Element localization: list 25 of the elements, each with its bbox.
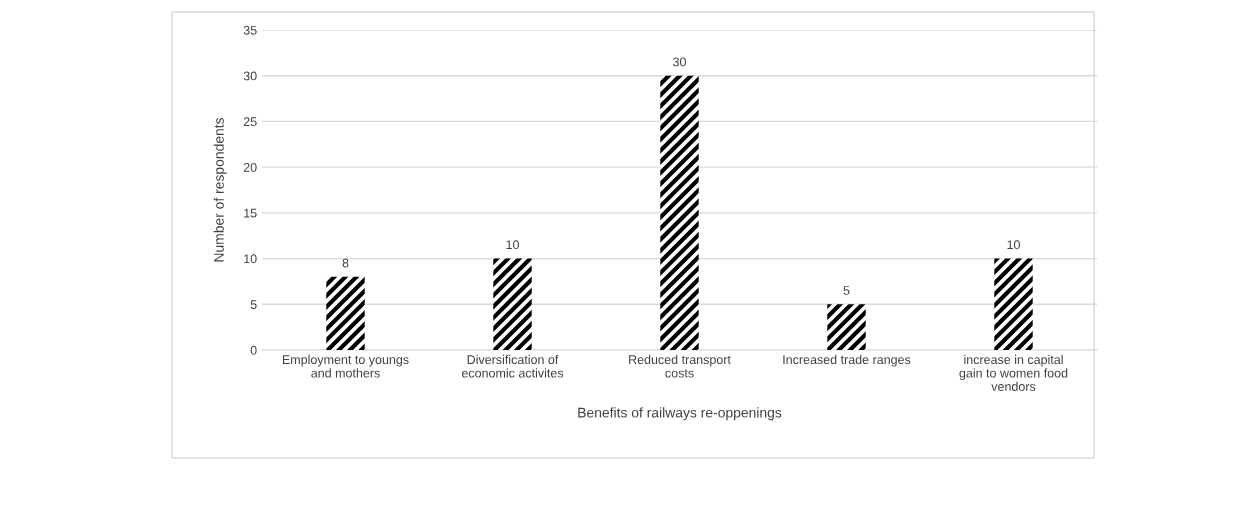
data-label: 30 xyxy=(673,57,686,67)
y-tick-label: 35 xyxy=(243,25,257,35)
bar xyxy=(326,276,365,350)
bar xyxy=(493,258,532,350)
bar xyxy=(994,258,1033,350)
x-tick-label: Increased trade ranges xyxy=(783,354,911,367)
data-label: 8 xyxy=(342,258,349,268)
y-tick-label: 25 xyxy=(243,117,257,127)
y-tick-label: 5 xyxy=(250,300,257,309)
data-label: 5 xyxy=(843,286,850,295)
y-tick-label: 10 xyxy=(244,254,257,264)
bar xyxy=(660,75,699,350)
x-tick-label: Diversification of economic activites xyxy=(461,354,564,378)
x-tick-label: Employment to youngs and mothers xyxy=(282,354,409,378)
x-axis-title: Benefits of railways re-oppenings xyxy=(578,407,782,421)
bar xyxy=(827,304,866,350)
y-axis-title: Number of respondents xyxy=(213,117,227,262)
y-tick-label: 0 xyxy=(250,345,257,355)
data-label: 10 xyxy=(1007,240,1020,250)
data-label: 10 xyxy=(506,240,519,250)
y-tick-label: 20 xyxy=(243,162,257,172)
y-tick-label: 30 xyxy=(243,71,257,81)
y-tick-label: 15 xyxy=(244,208,257,218)
x-tick-label: increase in capital gain to women food vendors xyxy=(959,354,1068,391)
x-tick-label: Reduced transport costs xyxy=(629,354,731,378)
